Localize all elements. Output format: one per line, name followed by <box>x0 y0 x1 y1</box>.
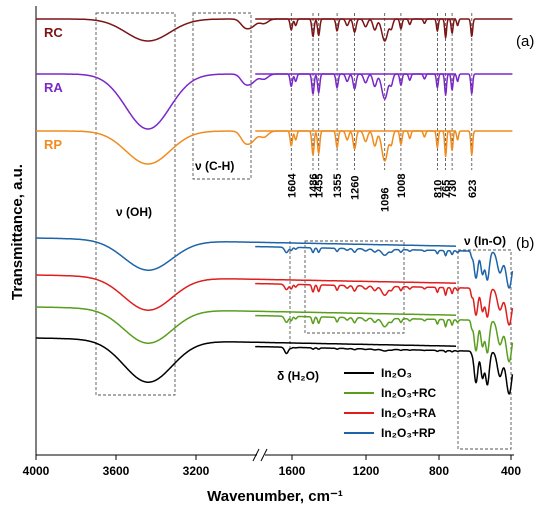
legend: In₂O₃ In₂O₃+RC In₂O₃+RA In₂O₃+RP <box>344 366 437 440</box>
legend-label-in2o3-ra: In₂O₃+RA <box>381 406 437 420</box>
oh-region-box <box>95 12 176 396</box>
ch-region-box <box>192 12 252 180</box>
x-tick-label: 4000 <box>23 464 50 478</box>
annotation-delta-h2o: δ (H₂O) <box>277 369 319 383</box>
peak-label: 1096 <box>380 188 392 212</box>
peak-label: 1604 <box>286 173 298 198</box>
x-ticks <box>35 455 512 460</box>
spectrum-curve <box>35 130 457 165</box>
peak-label: 1455 <box>314 174 326 198</box>
series-curves <box>35 18 514 395</box>
panel-label-b: (b) <box>516 235 534 252</box>
annotation-boxes <box>95 12 512 450</box>
axis-break-mark-1 <box>252 448 260 462</box>
ino-region-box <box>457 249 512 450</box>
peak-label: 1486 <box>308 174 320 198</box>
spectrum-curve <box>35 237 457 271</box>
axis-break-mark-2 <box>260 448 268 462</box>
spectrum-curve <box>35 274 457 311</box>
spectrum-curve <box>35 18 457 42</box>
peak-label: 1260 <box>350 176 362 200</box>
peak-label: 730 <box>447 180 459 198</box>
series-label-ra: RA <box>44 80 63 95</box>
peak-label: 1355 <box>332 174 344 198</box>
peak-label: 765 <box>441 180 453 198</box>
y-axis-title: Transmittance, a.u. <box>9 164 26 300</box>
spectrum-curve <box>255 282 514 326</box>
peak-label: 623 <box>467 180 479 198</box>
peak-label: 1008 <box>396 174 408 198</box>
axes <box>35 6 514 462</box>
annotation-nu-ino: ν (In-O) <box>464 234 506 248</box>
x-tick-label: 3600 <box>103 464 130 478</box>
spectrum-curve <box>255 245 514 289</box>
legend-label-in2o3-rp: In₂O₃+RP <box>381 426 436 440</box>
spectrum-curve <box>255 345 514 395</box>
legend-label-in2o3: In₂O₃ <box>381 366 412 380</box>
x-tick-label: 1600 <box>279 464 306 478</box>
x-tick-labels: 4000 3600 3200 1600 1200 800 400 <box>23 464 522 478</box>
x-tick-label: 400 <box>501 464 521 478</box>
x-tick-label: 800 <box>429 464 449 478</box>
legend-label-in2o3-rc: In₂O₃+RC <box>381 386 437 400</box>
series-label-rp: RP <box>44 137 62 152</box>
spectrum-curve <box>255 314 514 363</box>
annotation-nu-oh: ν (OH) <box>116 205 152 219</box>
spectrum-curve <box>35 73 457 130</box>
panel-label-a: (a) <box>516 33 534 50</box>
x-tick-label: 3200 <box>183 464 210 478</box>
series-label-rc: RC <box>44 25 63 40</box>
spectrum-curve <box>255 73 513 100</box>
spectrum-curve <box>255 130 513 162</box>
spectrum-curve <box>35 337 457 383</box>
spectrum-curve <box>255 18 513 42</box>
annotation-nu-ch: ν (C-H) <box>195 159 234 173</box>
x-tick-label: 1200 <box>353 464 380 478</box>
peak-label: 810 <box>432 180 444 198</box>
spectrum-curve <box>35 306 457 344</box>
x-axis-title: Wavenumber, cm⁻¹ <box>207 488 343 505</box>
